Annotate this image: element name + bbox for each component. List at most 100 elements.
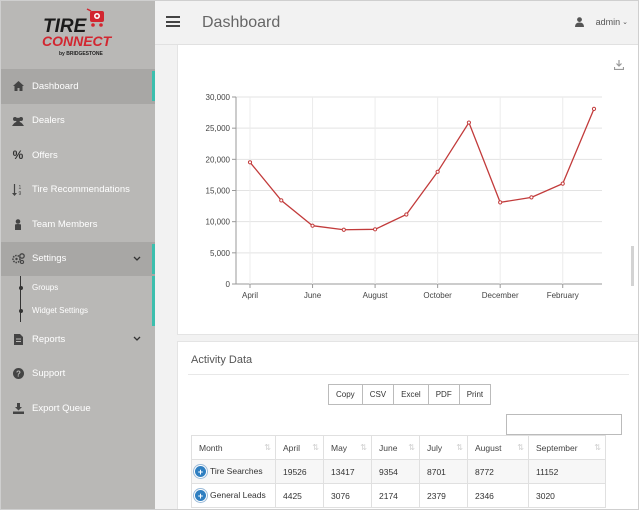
table-row: + Tire Searches 19526 13417 9354 8701 877… bbox=[191, 459, 606, 484]
user-menu[interactable]: admin ⌄ bbox=[574, 17, 628, 27]
sidebar-item-label: Offers bbox=[32, 149, 58, 161]
question-icon: ? bbox=[11, 368, 25, 380]
sidebar-subitem-widget-settings[interactable]: Widget Settings bbox=[1, 299, 155, 322]
chart-panel: 0 5,000 10,000 15,000 20,000 25,000 30,000 Apri… bbox=[177, 45, 638, 335]
x-tick-label: August bbox=[363, 291, 389, 300]
copy-button[interactable]: Copy bbox=[328, 384, 363, 405]
chevron-down-icon bbox=[133, 254, 141, 265]
sidebar-item-settings[interactable]: Settings bbox=[1, 241, 155, 276]
sidebar-item-team-members[interactable]: Team Members bbox=[1, 207, 155, 242]
sidebar-item-support[interactable]: ? Support bbox=[1, 357, 155, 392]
data-point bbox=[591, 106, 597, 111]
x-tick-label: October bbox=[423, 291, 452, 300]
sort-icon: ⇅ bbox=[312, 443, 319, 452]
sidebar-item-dashboard[interactable]: Dashboard bbox=[1, 69, 155, 104]
menu-toggle-icon[interactable] bbox=[166, 16, 180, 27]
csv-button[interactable]: CSV bbox=[361, 384, 395, 405]
sort-icon: ⇅ bbox=[456, 443, 463, 452]
sidebar-item-label: Team Members bbox=[32, 218, 98, 230]
sort-icon: ⇅ bbox=[594, 443, 601, 452]
column-header-july[interactable]: July ⇅ bbox=[419, 435, 468, 460]
svg-text:9: 9 bbox=[19, 191, 22, 196]
home-icon bbox=[11, 81, 25, 92]
column-header-june[interactable]: June ⇅ bbox=[371, 435, 420, 460]
gears-icon bbox=[11, 253, 25, 265]
sidebar-item-reports[interactable]: Reports bbox=[1, 322, 155, 357]
document-icon bbox=[11, 333, 25, 345]
pdf-button[interactable]: PDF bbox=[427, 384, 460, 405]
svg-text:TIRE: TIRE bbox=[43, 16, 88, 37]
table-row: + General Leads 4425 3076 2174 2379 2346 … bbox=[191, 483, 606, 508]
expand-row-icon[interactable]: + bbox=[195, 466, 206, 478]
activity-panel: Activity Data Copy CSV Excel PDF Print M… bbox=[177, 341, 638, 509]
data-point bbox=[435, 169, 440, 174]
y-tick-label: 15,000 bbox=[206, 187, 231, 196]
tire-connect-logo: TIRE CONNECT by BRIDGESTONE bbox=[42, 8, 113, 57]
chevron-down-icon bbox=[133, 334, 141, 345]
sidebar-item-label: Reports bbox=[32, 333, 66, 345]
data-point bbox=[466, 120, 472, 125]
percent-icon: % bbox=[12, 148, 24, 163]
excel-button[interactable]: Excel bbox=[393, 384, 429, 405]
download-icon bbox=[11, 402, 25, 414]
sidebar-item-label: Tire Recommendations bbox=[32, 184, 130, 196]
cart-icon bbox=[86, 8, 104, 27]
y-tick-label: 10,000 bbox=[206, 218, 231, 227]
sidebar-item-export-queue[interactable]: Export Queue bbox=[1, 391, 155, 426]
export-buttons: Copy CSV Excel PDF Print bbox=[328, 384, 492, 405]
search-input[interactable] bbox=[506, 414, 622, 435]
sidebar: TIRE CONNECT by BRIDGESTONE Dashboard bbox=[1, 1, 155, 509]
print-button[interactable]: Print bbox=[458, 384, 492, 405]
user-icon bbox=[574, 17, 584, 27]
sort-icon: ⇅ bbox=[408, 443, 415, 452]
data-point bbox=[247, 160, 253, 165]
svg-text:?: ? bbox=[16, 370, 21, 379]
sidebar-subitem-label: Groups bbox=[32, 283, 59, 292]
logo[interactable]: TIRE CONNECT by BRIDGESTONE bbox=[1, 1, 155, 69]
main-content: 0 5,000 10,000 15,000 20,000 25,000 30,000 Apri… bbox=[155, 45, 638, 509]
y-tick-label: 20,000 bbox=[206, 155, 231, 164]
column-header-september[interactable]: September ⇅ bbox=[528, 435, 606, 460]
scrollbar[interactable] bbox=[631, 246, 634, 286]
page-title: Dashboard bbox=[202, 14, 281, 31]
sidebar-item-label: Settings bbox=[32, 253, 67, 265]
column-header-august[interactable]: August ⇅ bbox=[467, 435, 529, 460]
x-tick-label: February bbox=[547, 291, 579, 300]
data-point bbox=[404, 212, 409, 217]
svg-text:CONNECT: CONNECT bbox=[42, 33, 113, 49]
column-header-april[interactable]: April ⇅ bbox=[275, 435, 324, 460]
section-title: Activity Data bbox=[191, 354, 253, 366]
series-line bbox=[249, 108, 595, 231]
svg-text:1: 1 bbox=[19, 185, 22, 191]
data-point bbox=[341, 227, 346, 232]
data-point bbox=[498, 200, 503, 205]
sidebar-item-dealers[interactable]: Dealers bbox=[1, 104, 155, 139]
sidebar-subitem-label: Widget Settings bbox=[32, 306, 89, 315]
chevron-down-icon: ⌄ bbox=[622, 19, 628, 26]
x-tick-label: April bbox=[242, 291, 258, 300]
sort-icon: ⇅ bbox=[264, 443, 271, 452]
data-point bbox=[279, 198, 284, 203]
sidebar-item-label: Support bbox=[32, 368, 66, 380]
sidebar-item-offers[interactable]: % Offers bbox=[1, 138, 155, 173]
column-header-may[interactable]: May ⇅ bbox=[323, 435, 372, 460]
activity-table: Month ⇅ April ⇅ May ⇅ June ⇅ July ⇅ August ⇅ S… bbox=[191, 435, 606, 508]
sidebar-subitem-groups[interactable]: Groups bbox=[1, 276, 155, 299]
data-point bbox=[560, 181, 565, 186]
y-tick-label: 5,000 bbox=[210, 249, 231, 258]
x-tick-label: December bbox=[482, 291, 519, 300]
sort-icon: ⇅ bbox=[517, 443, 524, 452]
user-name: admin bbox=[595, 17, 621, 27]
y-tick-label: 30,000 bbox=[206, 93, 231, 102]
y-tick-label: 0 bbox=[226, 280, 231, 289]
download-icon[interactable] bbox=[613, 60, 625, 73]
expand-row-icon[interactable]: + bbox=[195, 490, 206, 502]
sort-icon: ⇅ bbox=[360, 443, 367, 452]
column-header-month[interactable]: Month ⇅ bbox=[191, 435, 276, 460]
sidebar-item-label: Dealers bbox=[32, 115, 65, 127]
svg-text:by BRIDGESTONE: by BRIDGESTONE bbox=[59, 51, 103, 57]
